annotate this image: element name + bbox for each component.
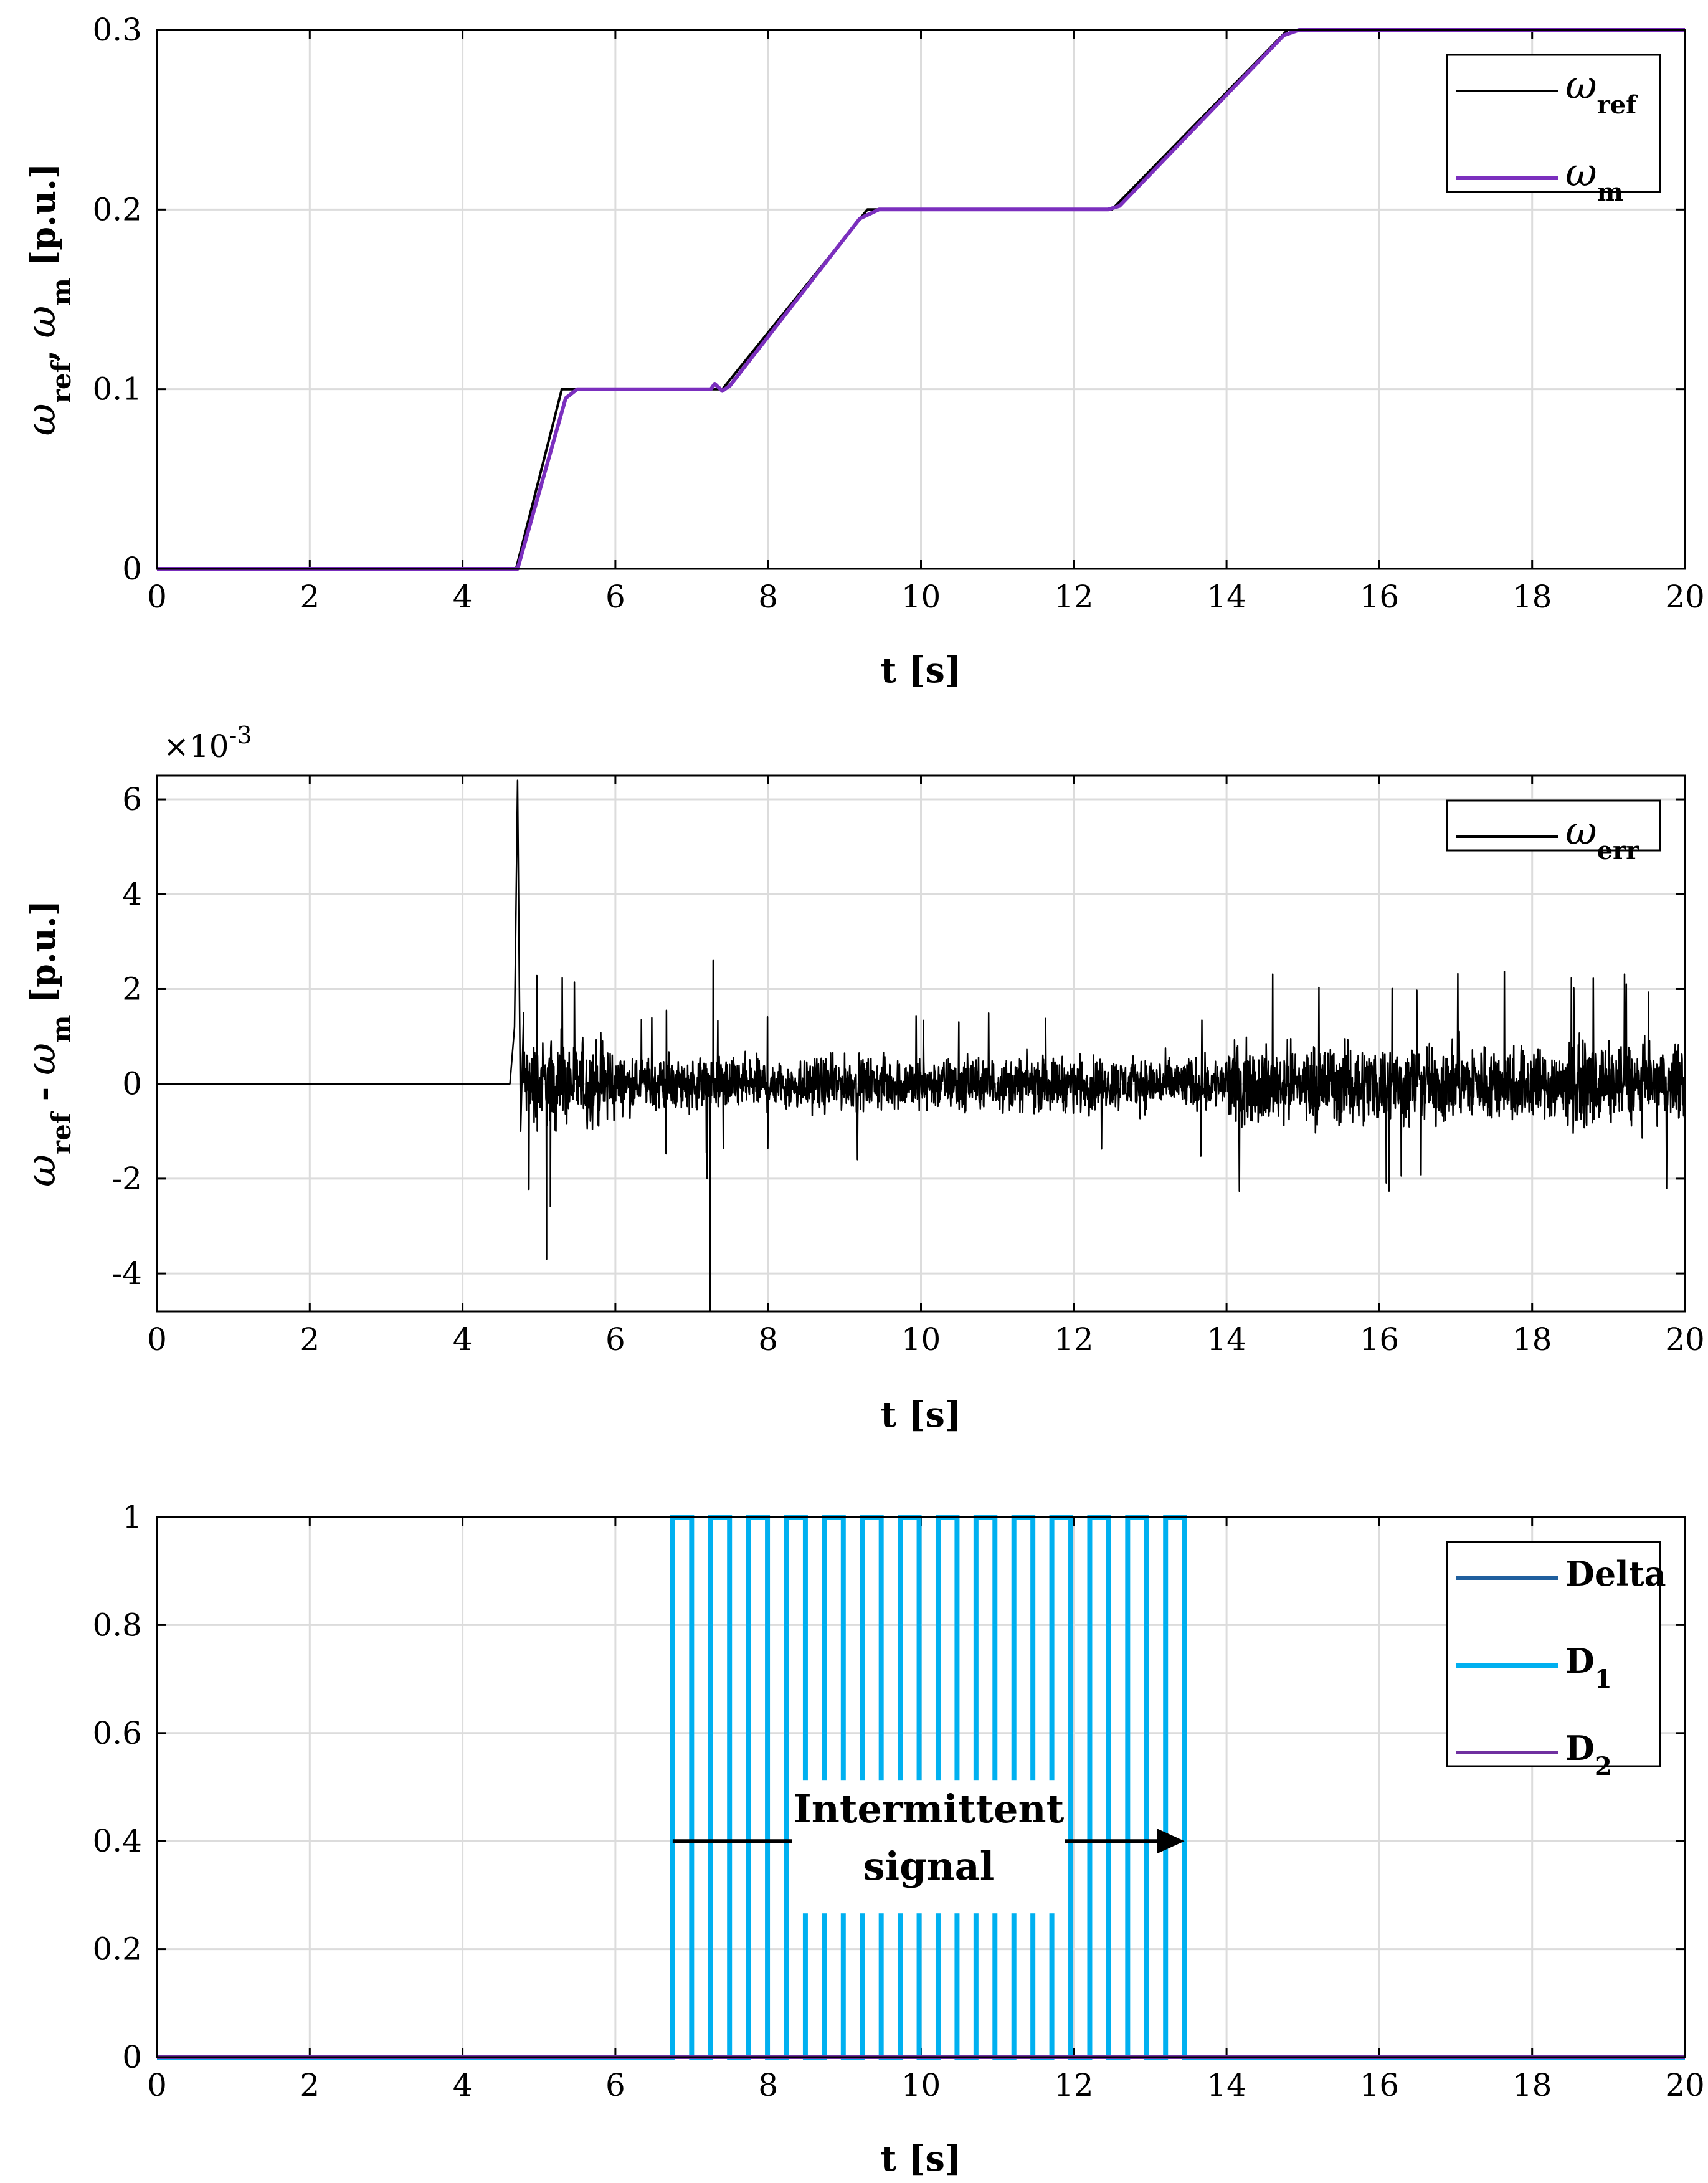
legend: ωref ωm [1446, 54, 1661, 207]
x-tick-label: 18 [1512, 579, 1552, 615]
y-tick-label: 0.3 [92, 12, 142, 48]
x-tick-label: 8 [758, 2067, 778, 2103]
legend-label: D2 [1565, 1728, 1612, 1781]
x-tick-label: 12 [1054, 2067, 1094, 2103]
x-tick-label: 14 [1207, 579, 1246, 615]
x-tick-label: 10 [901, 1321, 941, 1358]
legend-box [1446, 799, 1661, 852]
x-tick-label: 4 [453, 579, 473, 615]
x-tick-label: 0 [147, 2067, 167, 2103]
x-tick-label: 18 [1512, 1321, 1552, 1358]
legend: ωerr [1446, 799, 1661, 865]
legend-label: Delta [1565, 1554, 1666, 1594]
y-tick-label: 0.2 [92, 191, 142, 227]
series-group [157, 779, 1686, 1313]
legend-label: ωref [1565, 62, 1638, 120]
plot-frame [156, 1516, 1686, 2058]
x-tick-label: 18 [1512, 2067, 1552, 2103]
x-axis-label: t [s] [881, 650, 962, 691]
x-axis-label: t [s] [881, 1394, 962, 1435]
legend-box [1446, 54, 1661, 193]
x-tick-label: 16 [1360, 1321, 1400, 1358]
x-tick-label: 20 [1665, 1321, 1705, 1358]
y-tick-label: 2 [122, 971, 142, 1007]
legend-label: D1 [1565, 1641, 1612, 1694]
x-tick-label: 8 [758, 1321, 778, 1358]
x-tick-label: 0 [147, 1321, 167, 1358]
y-axis-label: ωref, ωm [p.u.] [19, 163, 77, 436]
y-tick-label: 0 [122, 551, 142, 587]
x-tick-label: 10 [901, 2067, 941, 2103]
x-tick-label: 4 [453, 1321, 473, 1358]
y-tick-label: 0.1 [92, 371, 142, 407]
legend-label: ωerr [1565, 808, 1639, 865]
chart-panel-1: 0 2 4 6 8 10 12 14 16 18 20 0 0.1 0.2 0.3 ωref ωm t [s] ωr… [19, 12, 1705, 691]
annotation-arrowhead [1157, 1829, 1185, 1854]
chart-panel-2: 0 2 4 6 8 10 12 14 16 18 20 -4 -2 0 2 4 6 ×10-3 ωerr t [s] ω… [19, 721, 1705, 1435]
series-group [157, 28, 1685, 571]
x-tick-label: 2 [300, 1321, 320, 1358]
y-tick-label: 0.8 [92, 1607, 142, 1643]
y-tick-label: 0.4 [92, 1823, 142, 1859]
y-tick-label: 0.2 [92, 1931, 142, 1967]
x-tick-label: 20 [1665, 579, 1705, 615]
legend: Delta D1 D2 [1446, 1541, 1666, 1781]
y-tick-label: 1 [122, 1499, 142, 1535]
x-tick-label: 6 [605, 579, 625, 615]
x-tick-label: 2 [300, 2067, 320, 2103]
annotation: Intermittent signal [672, 1780, 1185, 1914]
legend-label: ωm [1565, 150, 1623, 207]
y-axis-label: ωref - ωm [p.u.] [19, 900, 77, 1187]
y-tick-label: 0 [122, 2039, 142, 2075]
annotation-box [792, 1780, 1065, 1914]
y-tick-label: 6 [122, 781, 142, 817]
x-tick-label: 0 [147, 579, 167, 615]
annotation-line2: signal [863, 1843, 995, 1889]
y-exponent-label: ×10-3 [163, 721, 252, 764]
x-tick-label: 6 [605, 2067, 625, 2103]
x-tick-label: 14 [1207, 1321, 1246, 1358]
x-tick-label: 20 [1665, 2067, 1705, 2103]
x-axis-label: t [s] [881, 2138, 962, 2179]
y-tick-label: 0.6 [92, 1715, 142, 1751]
y-tick-label: 0 [122, 1066, 142, 1102]
annotation-line1: Intermittent [794, 1786, 1065, 1832]
x-tick-label: 14 [1207, 2067, 1246, 2103]
y-tick-label: -2 [111, 1161, 142, 1197]
x-tick-label: 16 [1360, 2067, 1400, 2103]
x-tick-label: 2 [300, 579, 320, 615]
y-tick-label: 4 [122, 876, 142, 912]
x-tick-label: 6 [605, 1321, 625, 1358]
x-tick-label: 12 [1054, 1321, 1094, 1358]
plot-frame [156, 29, 1686, 570]
plot-frame [156, 774, 1686, 1313]
series--m-line [157, 28, 1685, 571]
y-tick-label: -4 [111, 1255, 142, 1291]
x-tick-label: 10 [901, 579, 941, 615]
x-tick-label: 8 [758, 579, 778, 615]
series--err-line [157, 779, 1686, 1313]
x-tick-label: 16 [1360, 579, 1400, 615]
chart-panel-3: 0 2 4 6 8 10 12 14 16 18 20 0 0.2 0.4 0.6 0.8 1 Intermitt… [92, 1499, 1704, 2179]
x-tick-label: 4 [453, 2067, 473, 2103]
x-tick-label: 12 [1054, 579, 1094, 615]
